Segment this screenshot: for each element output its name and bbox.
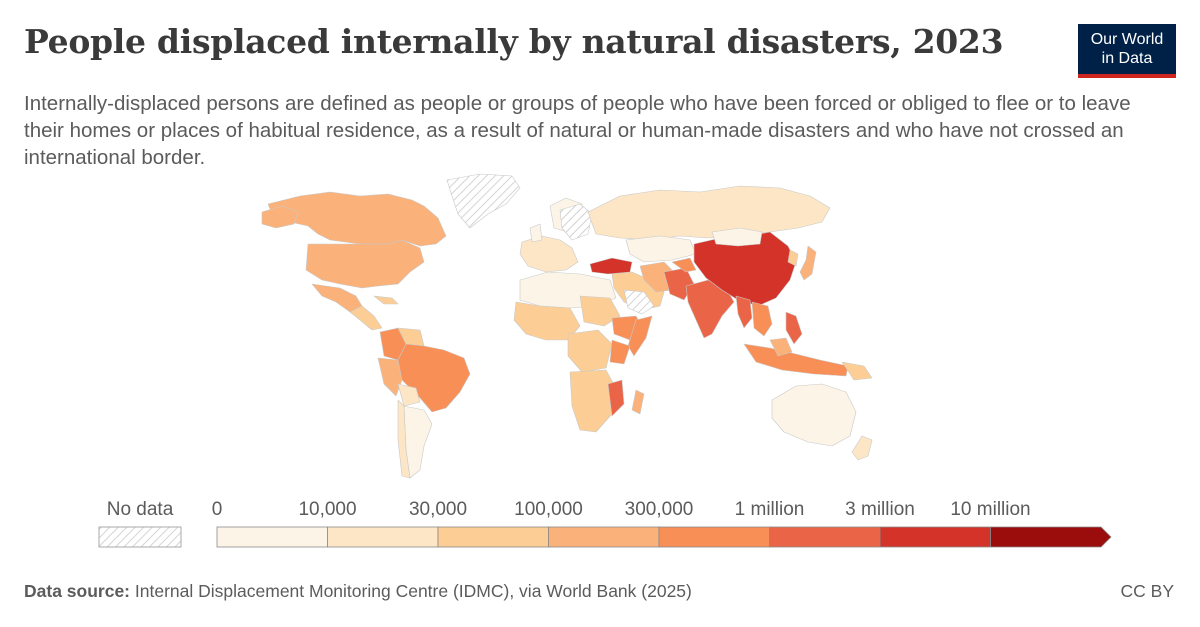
region-sudan[interactable] (579, 295, 621, 327)
region-kazakhstan[interactable] (625, 235, 697, 263)
chart-subtitle: Internally-displaced persons are defined… (24, 92, 1131, 169)
region-png[interactable] (841, 361, 873, 381)
region-greenland[interactable] (446, 173, 521, 229)
region-indochina[interactable] (751, 301, 773, 337)
region-cuba[interactable] (373, 295, 399, 305)
region-ukraine[interactable] (559, 203, 593, 241)
logo-line-1: Our World (1090, 31, 1164, 48)
region-indonesia[interactable] (743, 343, 849, 377)
region-europe-west[interactable] (519, 235, 579, 273)
region-mozambique[interactable] (607, 379, 625, 417)
data-source-label: Data source: (24, 581, 131, 601)
data-source: Data source: Internal Displacement Monit… (24, 581, 692, 602)
region-uk[interactable] (529, 223, 543, 243)
region-russia[interactable] (587, 185, 831, 241)
region-brazil[interactable] (397, 343, 471, 413)
region-madagascar[interactable] (631, 389, 645, 415)
logo-line-2: in Data (1101, 50, 1153, 67)
region-mexico[interactable] (311, 283, 363, 313)
region-chile[interactable] (397, 399, 411, 479)
region-kenya[interactable] (609, 339, 631, 365)
region-mongolia[interactable] (711, 227, 763, 247)
region-australia[interactable] (771, 383, 857, 447)
region-borneo[interactable] (769, 337, 793, 357)
region-bolivia[interactable] (397, 383, 421, 407)
chart-title: People displaced internally by natural d… (24, 22, 1004, 61)
region-new-zealand[interactable] (851, 435, 873, 461)
region-afghanistan[interactable] (671, 257, 697, 273)
region-japan[interactable] (799, 245, 817, 281)
region-central-africa[interactable] (567, 329, 613, 373)
region-alaska[interactable] (261, 205, 299, 229)
region-myanmar[interactable] (735, 295, 753, 329)
region-saudi-arabia[interactable] (623, 289, 655, 315)
region-philippines[interactable] (785, 311, 803, 345)
region-southern-africa[interactable] (569, 369, 619, 433)
license-link[interactable]: CC BY (1120, 581, 1174, 601)
data-source-text: Internal Displacement Monitoring Centre … (134, 581, 692, 601)
region-somalia[interactable] (627, 315, 653, 357)
region-canada[interactable] (267, 191, 447, 247)
region-peru[interactable] (377, 357, 403, 397)
region-usa[interactable] (305, 239, 425, 289)
region-korea[interactable] (787, 249, 799, 267)
region-central-america[interactable] (349, 305, 383, 331)
owid-logo[interactable]: Our World in Data (1078, 24, 1176, 78)
region-turkey[interactable] (589, 257, 633, 275)
